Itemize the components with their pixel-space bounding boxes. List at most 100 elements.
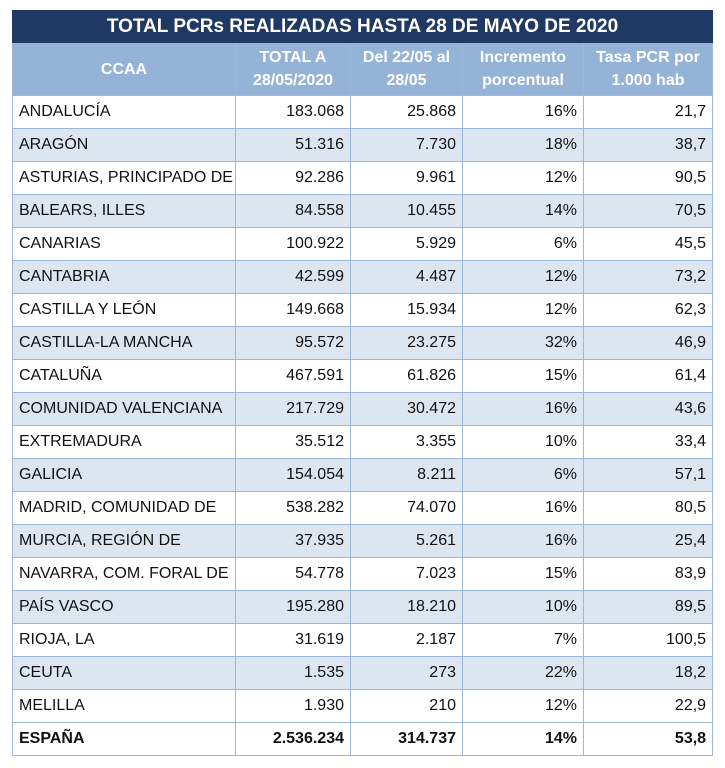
value-cell: 84.558 [235, 194, 351, 228]
header-line: TOTAL A [259, 49, 327, 66]
region-cell: MADRID, COMUNIDAD DE [12, 491, 236, 525]
value-cell: 2.187 [350, 623, 463, 657]
value-cell: 12% [462, 260, 584, 294]
value-cell: 1.535 [235, 656, 351, 690]
table-row: BALEARS, ILLES 84.558 10.455 14% 70,5 [12, 194, 714, 228]
value-cell: 25,4 [582, 524, 714, 558]
pcr-table: TOTAL PCRs REALIZADAS HASTA 28 DE MAYO D… [11, 10, 714, 756]
value-cell: 18.210 [350, 590, 463, 624]
value-cell: 5.261 [350, 524, 463, 558]
value-cell: 80,5 [582, 491, 714, 525]
value-cell: 23.275 [350, 326, 463, 360]
region-cell: RIOJA, LA [12, 623, 236, 657]
region-cell: ESPAÑA [12, 722, 236, 756]
region-cell: NAVARRA, COM. FORAL DE [12, 557, 236, 591]
header-row: CCAA TOTAL A 28/05/2020 Del 22/05 al 28/05 In… [12, 42, 714, 96]
region-cell: CEUTA [12, 656, 236, 690]
value-cell: 43,6 [582, 392, 714, 426]
table-row: ASTURIAS, PRINCIPADO DE 92.286 9.961 12% 90,… [12, 161, 714, 195]
region-cell: CANTABRIA [12, 260, 236, 294]
region-cell: CASTILLA Y LEÓN [12, 293, 236, 327]
table-row: CANTABRIA 42.599 4.487 12% 73,2 [12, 260, 714, 294]
value-cell: 12% [462, 293, 584, 327]
value-cell: 54.778 [235, 557, 351, 591]
value-cell: 62,3 [582, 293, 714, 327]
region-cell: CATALUÑA [12, 359, 236, 393]
table-container: TOTAL PCRs REALIZADAS HASTA 28 DE MAYO D… [11, 10, 714, 756]
value-cell: 38,7 [582, 128, 714, 162]
value-cell: 467.591 [235, 359, 351, 393]
table-row: RIOJA, LA 31.619 2.187 7% 100,5 [12, 623, 714, 657]
value-cell: 18% [462, 128, 584, 162]
value-cell: 14% [462, 194, 584, 228]
region-cell: GALICIA [12, 458, 236, 492]
value-cell: 210 [350, 689, 463, 723]
region-cell: ARAGÓN [12, 128, 236, 162]
value-cell: 21,7 [582, 95, 714, 129]
region-cell: MELILLA [12, 689, 236, 723]
table-title: TOTAL PCRs REALIZADAS HASTA 28 DE MAYO D… [11, 10, 714, 43]
value-cell: 154.054 [235, 458, 351, 492]
region-cell: ASTURIAS, PRINCIPADO DE [12, 161, 236, 195]
value-cell: 6% [462, 458, 584, 492]
value-cell: 15.934 [350, 293, 463, 327]
table-row: CANARIAS 100.922 5.929 6% 45,5 [12, 227, 714, 261]
value-cell: 90,5 [582, 161, 714, 195]
table-row: MURCIA, REGIÓN DE 37.935 5.261 16% 25,4 [12, 524, 714, 558]
value-cell: 10% [462, 425, 584, 459]
table-row: NAVARRA, COM. FORAL DE 54.778 7.023 15% 83,9 [12, 557, 714, 591]
table-row: ESPAÑA 2.536.234 314.737 14% 53,8 [12, 722, 714, 756]
value-cell: 16% [462, 392, 584, 426]
value-cell: 9.961 [350, 161, 463, 195]
header-line: Del 22/05 al [362, 49, 451, 66]
region-cell: BALEARS, ILLES [12, 194, 236, 228]
region-cell: CANARIAS [12, 227, 236, 261]
value-cell: 16% [462, 524, 584, 558]
value-cell: 8.211 [350, 458, 463, 492]
value-cell: 14% [462, 722, 584, 756]
value-cell: 7.023 [350, 557, 463, 591]
value-cell: 95.572 [235, 326, 351, 360]
value-cell: 74.070 [350, 491, 463, 525]
header-line: Tasa PCR por [596, 49, 700, 66]
table-row: CATALUÑA 467.591 61.826 15% 61,4 [12, 359, 714, 393]
value-cell: 5.929 [350, 227, 463, 261]
value-cell: 51.316 [235, 128, 351, 162]
value-cell: 83,9 [582, 557, 714, 591]
value-cell: 3.355 [350, 425, 463, 459]
column-header: Tasa PCR por 1.000 hab [582, 42, 714, 96]
header-line: Incremento [479, 49, 567, 66]
region-cell: CASTILLA-LA MANCHA [12, 326, 236, 360]
region-cell: MURCIA, REGIÓN DE [12, 524, 236, 558]
table-row: CASTILLA-LA MANCHA 95.572 23.275 32% 46,9 [12, 326, 714, 360]
value-cell: 149.668 [235, 293, 351, 327]
value-cell: 217.729 [235, 392, 351, 426]
value-cell: 100,5 [582, 623, 714, 657]
table-row: CEUTA 1.535 273 22% 18,2 [12, 656, 714, 690]
value-cell: 7.730 [350, 128, 463, 162]
value-cell: 1.930 [235, 689, 351, 723]
column-header: CCAA [12, 42, 236, 96]
header-line: porcentual [482, 72, 564, 89]
column-header: Incremento porcentual [462, 42, 584, 96]
table-row: COMUNIDAD VALENCIANA 217.729 30.472 16% 43,6 [12, 392, 714, 426]
value-cell: 89,5 [582, 590, 714, 624]
header-line: CCAA [100, 60, 148, 78]
table-row: GALICIA 154.054 8.211 6% 57,1 [12, 458, 714, 492]
value-cell: 57,1 [582, 458, 714, 492]
value-cell: 73,2 [582, 260, 714, 294]
value-cell: 100.922 [235, 227, 351, 261]
value-cell: 61,4 [582, 359, 714, 393]
value-cell: 32% [462, 326, 584, 360]
column-header: TOTAL A 28/05/2020 [235, 42, 351, 96]
value-cell: 18,2 [582, 656, 714, 690]
value-cell: 70,5 [582, 194, 714, 228]
value-cell: 22% [462, 656, 584, 690]
value-cell: 53,8 [582, 722, 714, 756]
table-row: ANDALUCÍA 183.068 25.868 16% 21,7 [12, 95, 714, 129]
value-cell: 7% [462, 623, 584, 657]
value-cell: 16% [462, 491, 584, 525]
value-cell: 22,9 [582, 689, 714, 723]
value-cell: 30.472 [350, 392, 463, 426]
